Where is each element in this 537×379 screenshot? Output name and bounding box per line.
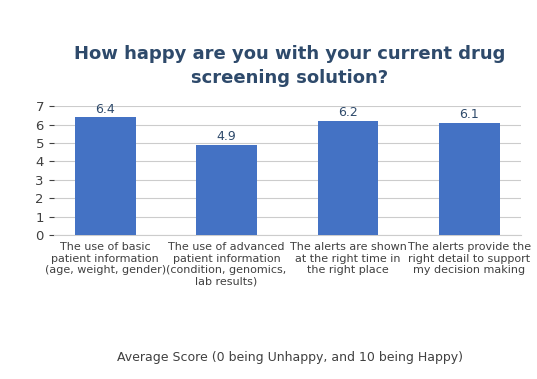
- Bar: [317, 121, 378, 235]
- Text: 6.4: 6.4: [96, 103, 115, 116]
- Bar: [197, 145, 257, 235]
- Bar: [75, 117, 136, 235]
- Text: How happy are you with your current drug
screening solution?: How happy are you with your current drug…: [74, 45, 506, 87]
- Text: 4.9: 4.9: [217, 130, 236, 143]
- Text: Average Score (0 being Unhappy, and 10 being Happy): Average Score (0 being Unhappy, and 10 b…: [117, 351, 463, 364]
- Bar: [439, 123, 499, 235]
- Text: 6.1: 6.1: [460, 108, 479, 121]
- Text: 6.2: 6.2: [338, 106, 358, 119]
